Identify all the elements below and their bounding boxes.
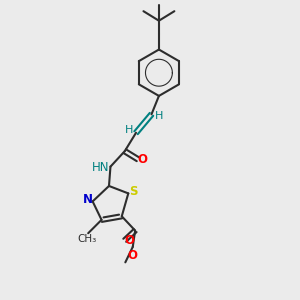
Text: H: H (155, 111, 163, 121)
Text: O: O (124, 234, 134, 247)
Text: S: S (129, 184, 138, 197)
Text: CH₃: CH₃ (77, 234, 96, 244)
Text: O: O (138, 153, 148, 166)
Text: N: N (83, 193, 93, 206)
Text: H: H (124, 125, 133, 135)
Text: HN: HN (92, 161, 109, 174)
Text: O: O (128, 249, 138, 262)
